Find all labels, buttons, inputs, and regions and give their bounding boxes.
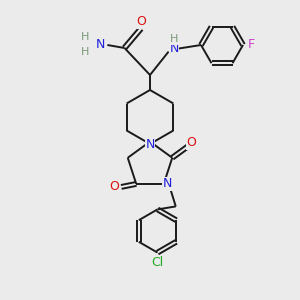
Text: O: O: [136, 15, 146, 28]
Text: N: N: [163, 177, 172, 190]
Text: O: O: [187, 136, 196, 149]
Text: H: H: [81, 32, 90, 42]
Text: Cl: Cl: [152, 256, 164, 269]
Text: N: N: [169, 42, 179, 55]
Text: H: H: [170, 34, 178, 44]
Text: H: H: [81, 47, 90, 57]
Text: O: O: [110, 180, 120, 194]
Text: N: N: [145, 137, 155, 151]
Text: N: N: [96, 38, 105, 51]
Text: F: F: [248, 38, 255, 52]
